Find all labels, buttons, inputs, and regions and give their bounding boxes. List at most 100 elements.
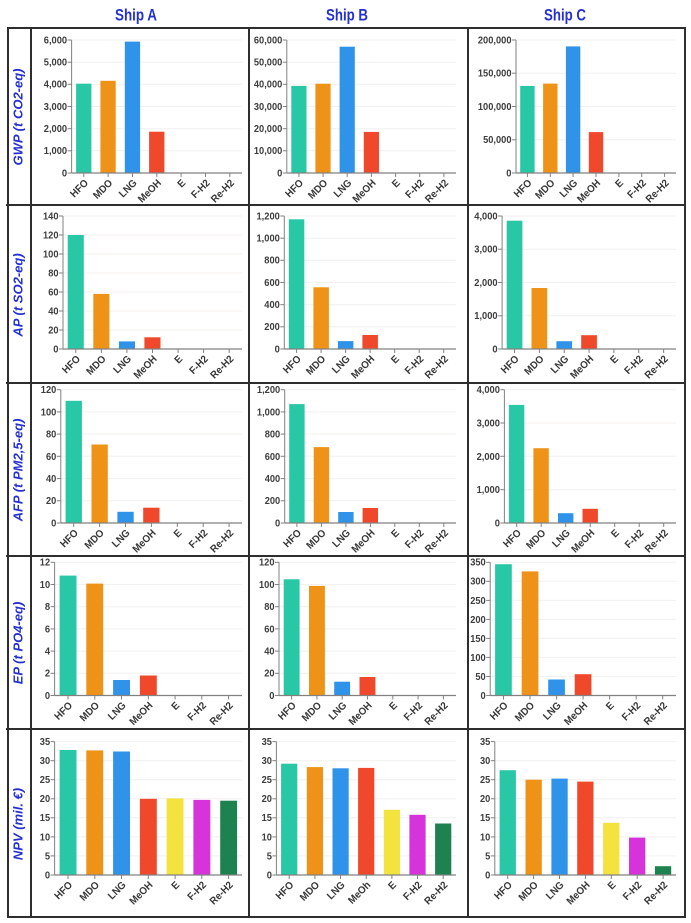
- svg-text:100: 100: [43, 249, 59, 260]
- svg-text:25: 25: [40, 775, 51, 786]
- svg-text:10: 10: [262, 832, 273, 843]
- svg-text:F-H2: F-H2: [621, 880, 644, 903]
- svg-text:E: E: [170, 880, 182, 892]
- svg-text:MDO: MDO: [523, 354, 547, 378]
- svg-text:100: 100: [41, 407, 57, 418]
- svg-text:Ship A: Ship A: [115, 7, 157, 25]
- svg-text:MeOH: MeOH: [128, 880, 156, 908]
- svg-text:80: 80: [264, 602, 275, 613]
- svg-text:300: 300: [470, 577, 486, 588]
- svg-text:HFO: HFO: [53, 880, 75, 902]
- svg-text:12: 12: [40, 558, 51, 569]
- svg-text:HFO: HFO: [281, 354, 303, 376]
- svg-text:HFO: HFO: [488, 700, 510, 722]
- svg-text:5: 5: [267, 851, 273, 862]
- svg-text:LNG: LNG: [110, 528, 132, 550]
- svg-text:5,000: 5,000: [44, 58, 68, 69]
- svg-text:E: E: [389, 354, 401, 366]
- svg-text:3,000: 3,000: [477, 418, 501, 429]
- svg-text:MeOH: MeOH: [563, 700, 591, 727]
- svg-text:4,000: 4,000: [477, 385, 501, 396]
- svg-text:0: 0: [485, 870, 491, 881]
- svg-text:F-H2: F-H2: [187, 528, 210, 551]
- svg-text:0: 0: [269, 691, 275, 702]
- svg-text:50: 50: [475, 672, 486, 683]
- svg-text:LNG: LNG: [106, 880, 128, 902]
- svg-text:400: 400: [264, 300, 280, 311]
- svg-text:F-H2: F-H2: [402, 880, 425, 903]
- svg-text:MeOH: MeOH: [136, 178, 164, 204]
- svg-text:MeOH: MeOH: [569, 354, 597, 382]
- svg-text:800: 800: [265, 430, 281, 441]
- svg-text:120: 120: [259, 558, 275, 569]
- svg-text:HFO: HFO: [276, 700, 298, 722]
- svg-text:MDO: MDO: [304, 354, 328, 378]
- svg-text:20: 20: [40, 794, 51, 805]
- svg-text:20: 20: [48, 325, 59, 336]
- svg-text:F-H2: F-H2: [186, 880, 209, 903]
- svg-text:350: 350: [470, 558, 486, 569]
- svg-text:2,000: 2,000: [477, 452, 501, 463]
- svg-text:50,000: 50,000: [254, 58, 283, 69]
- svg-text:MeOH: MeOH: [351, 178, 379, 204]
- svg-text:0: 0: [277, 168, 283, 179]
- svg-text:0: 0: [45, 691, 51, 702]
- svg-text:30: 30: [480, 756, 491, 767]
- svg-text:Re-H2: Re-H2: [208, 880, 236, 908]
- svg-text:HFO: HFO: [512, 178, 534, 200]
- svg-text:0: 0: [481, 691, 487, 702]
- svg-text:HFO: HFO: [284, 178, 306, 200]
- svg-text:120: 120: [41, 385, 57, 396]
- svg-text:1,200: 1,200: [257, 211, 281, 222]
- svg-text:Re-H2: Re-H2: [209, 354, 237, 382]
- svg-text:200: 200: [470, 615, 486, 626]
- svg-text:100: 100: [259, 580, 275, 591]
- svg-text:100: 100: [470, 653, 486, 664]
- svg-text:MeOH: MeOH: [576, 178, 604, 204]
- svg-text:2,000: 2,000: [44, 124, 68, 135]
- svg-text:HFO: HFO: [53, 700, 75, 722]
- svg-text:EP (t PO4-eq): EP (t PO4-eq): [10, 602, 25, 685]
- svg-text:40: 40: [264, 647, 275, 658]
- svg-text:4: 4: [45, 647, 51, 658]
- svg-text:1,200: 1,200: [257, 385, 281, 396]
- svg-text:Re-H2: Re-H2: [643, 528, 671, 554]
- svg-text:250: 250: [470, 596, 486, 607]
- svg-text:E: E: [609, 528, 621, 540]
- svg-text:3,000: 3,000: [474, 245, 498, 256]
- svg-text:E: E: [604, 700, 616, 712]
- svg-text:GWP (t CO2-eq): GWP (t CO2-eq): [10, 68, 25, 165]
- svg-text:MDO: MDO: [525, 528, 549, 552]
- svg-text:60,000: 60,000: [254, 35, 283, 46]
- svg-text:35: 35: [40, 737, 51, 748]
- svg-text:5: 5: [485, 851, 491, 862]
- svg-text:30,000: 30,000: [254, 102, 283, 113]
- svg-text:E: E: [606, 880, 618, 892]
- svg-text:E: E: [614, 178, 626, 190]
- svg-text:0: 0: [267, 870, 273, 881]
- svg-text:E: E: [387, 880, 399, 892]
- svg-text:0: 0: [492, 344, 498, 355]
- svg-text:4,000: 4,000: [44, 80, 68, 91]
- svg-text:E: E: [176, 178, 188, 190]
- svg-text:10: 10: [40, 580, 51, 591]
- svg-text:HFO: HFO: [493, 880, 515, 902]
- svg-text:MeOH: MeOH: [131, 528, 159, 554]
- svg-text:10: 10: [40, 832, 51, 843]
- svg-text:MDO: MDO: [300, 700, 324, 724]
- svg-text:MeOh: MeOh: [347, 880, 374, 907]
- svg-text:Ship C: Ship C: [544, 7, 586, 25]
- svg-text:4,000: 4,000: [474, 211, 498, 222]
- svg-text:NPV (mil. €): NPV (mil. €): [10, 788, 25, 860]
- svg-text:Re-H2: Re-H2: [423, 880, 451, 908]
- svg-text:1,000: 1,000: [257, 407, 281, 418]
- svg-text:30: 30: [262, 756, 273, 767]
- svg-text:30: 30: [40, 756, 51, 767]
- svg-text:Ship B: Ship B: [326, 7, 368, 25]
- svg-text:MDO: MDO: [78, 700, 102, 724]
- svg-text:Re-H2: Re-H2: [644, 178, 672, 204]
- svg-text:25: 25: [480, 775, 491, 786]
- svg-text:200,000: 200,000: [478, 35, 512, 46]
- svg-text:MeOH: MeOH: [128, 700, 156, 727]
- svg-text:1,000: 1,000: [257, 234, 281, 245]
